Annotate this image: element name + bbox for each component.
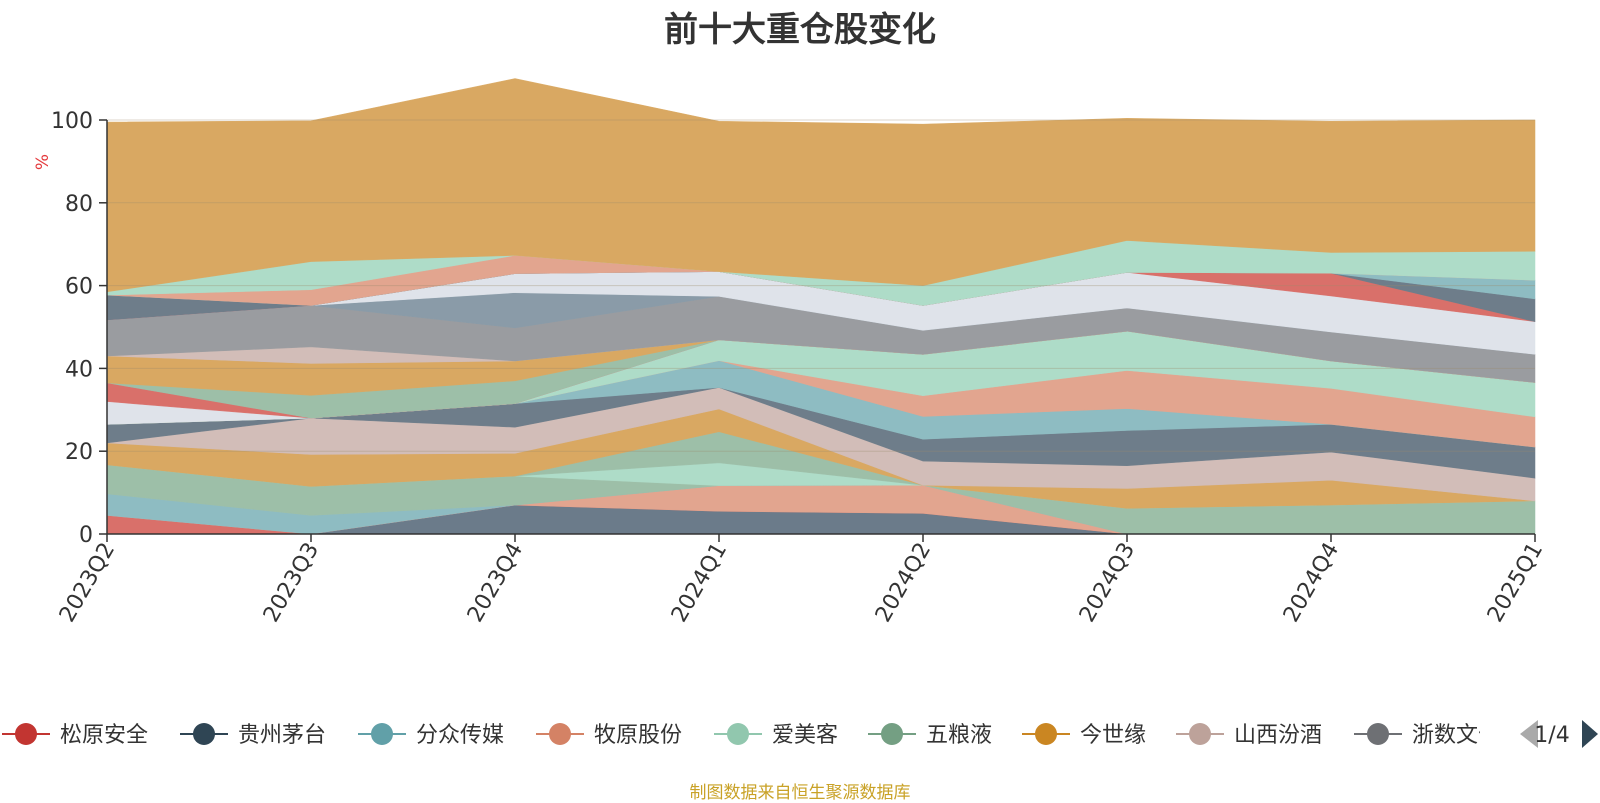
y-tick-label: 0: [79, 523, 93, 548]
legend-label: 浙数文化: [1412, 723, 1500, 748]
x-tick-label: 2023Q2: [55, 539, 120, 627]
x-tick-label: 2024Q4: [1279, 539, 1344, 627]
x-tick-label: 2023Q4: [463, 539, 528, 627]
x-tick-label: 2025Q1: [1483, 539, 1548, 627]
legend-item[interactable]: 分众传媒: [358, 723, 504, 748]
legend-prev-page-icon[interactable]: [1520, 720, 1538, 748]
y-tick-label: 80: [65, 192, 93, 217]
legend-item[interactable]: 山西汾酒: [1176, 723, 1322, 748]
legend-item[interactable]: 今世缘: [1022, 723, 1146, 748]
x-tick-label: 2024Q3: [1075, 539, 1140, 627]
legend: 松原安全 贵州茅台 分众传媒 牧原股份 爱美客 五粮液 今世缘 山西汾酒 浙数文化 1/4: [2, 720, 1598, 748]
legend-label: 爱美客: [772, 723, 838, 748]
data-source-note: 制图数据来自恒生聚源数据库: [689, 783, 911, 803]
legend-label: 贵州茅台: [238, 723, 326, 748]
y-tick-label: 40: [65, 357, 93, 382]
legend-label: 五粮液: [926, 723, 992, 748]
y-tick-label: 20: [65, 440, 93, 465]
chart-title: 前十大重仓股变化: [664, 10, 936, 50]
legend-item[interactable]: 浙数文化: [1354, 723, 1500, 748]
x-tick-label: 2024Q1: [667, 539, 732, 627]
y-axis-label: %: [33, 154, 53, 170]
legend-item[interactable]: 贵州茅台: [180, 723, 326, 748]
legend-item[interactable]: 五粮液: [868, 723, 992, 748]
legend-item[interactable]: 松原安全: [2, 723, 148, 748]
x-tick-label: 2024Q2: [871, 539, 936, 627]
legend-label: 山西汾酒: [1234, 723, 1322, 748]
legend-label: 松原安全: [60, 723, 148, 748]
area-series: [106, 78, 1536, 535]
area-series-26: [106, 78, 1536, 293]
legend-next-page-icon[interactable]: [1582, 720, 1598, 748]
legend-label: 牧原股份: [594, 723, 682, 748]
x-tick-label: 2023Q3: [259, 539, 324, 627]
legend-label: 今世缘: [1080, 723, 1146, 748]
y-tick-label: 100: [51, 109, 93, 134]
legend-label: 分众传媒: [416, 723, 504, 748]
legend-item[interactable]: 牧原股份: [536, 723, 682, 748]
legend-page-indicator: 1/4: [1534, 723, 1569, 748]
y-tick-label: 60: [65, 275, 93, 300]
legend-item[interactable]: 爱美客: [714, 723, 838, 748]
